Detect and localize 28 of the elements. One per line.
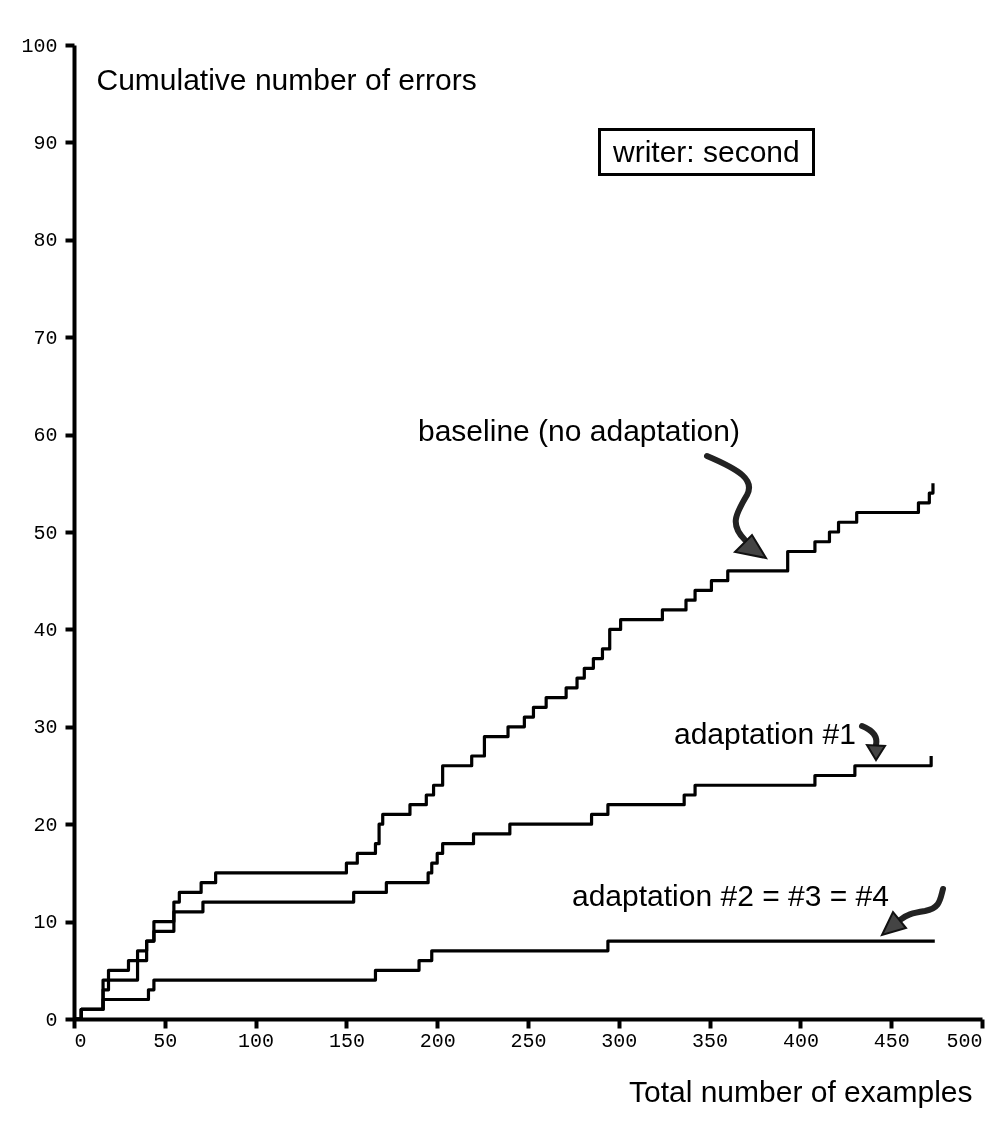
x-tick-label: 150 bbox=[328, 1029, 365, 1053]
y-tick-label: 10 bbox=[33, 911, 58, 935]
x-tick-label: 50 bbox=[153, 1029, 178, 1053]
y-tick-label: 60 bbox=[33, 424, 58, 448]
y-tick-label: 50 bbox=[33, 521, 58, 545]
x-tick-label: 450 bbox=[873, 1029, 910, 1053]
x-tick-label: 0 bbox=[74, 1029, 87, 1053]
y-tick-label: 20 bbox=[33, 813, 58, 837]
y-tick-label: 90 bbox=[33, 131, 58, 155]
y-tick-label: 0 bbox=[45, 1008, 58, 1032]
series-label: adaptation #2 = #3 = #4 bbox=[572, 879, 889, 912]
y-tick-label: 30 bbox=[33, 716, 58, 740]
x-tick-label: 300 bbox=[601, 1029, 638, 1053]
y-tick-label: 80 bbox=[33, 229, 58, 253]
x-tick-label: 250 bbox=[510, 1029, 547, 1053]
x-tick-label: 100 bbox=[238, 1029, 275, 1053]
x-axis-title: Total number of examples bbox=[628, 1074, 973, 1108]
x-tick-label: 500 bbox=[946, 1029, 983, 1053]
annotation: writer: second bbox=[598, 128, 815, 176]
y-tick-label: 70 bbox=[33, 326, 58, 350]
x-tick-label: 400 bbox=[782, 1029, 819, 1053]
x-tick-label: 350 bbox=[692, 1029, 729, 1053]
x-tick-label: 200 bbox=[419, 1029, 456, 1053]
y-axis-title: Cumulative number of errors bbox=[96, 62, 477, 96]
y-tick-label: 100 bbox=[21, 34, 58, 58]
text: baseline (no adaptation) bbox=[418, 414, 740, 447]
y-tick-label: 40 bbox=[33, 618, 58, 642]
series-label: adaptation #1 bbox=[674, 717, 856, 750]
